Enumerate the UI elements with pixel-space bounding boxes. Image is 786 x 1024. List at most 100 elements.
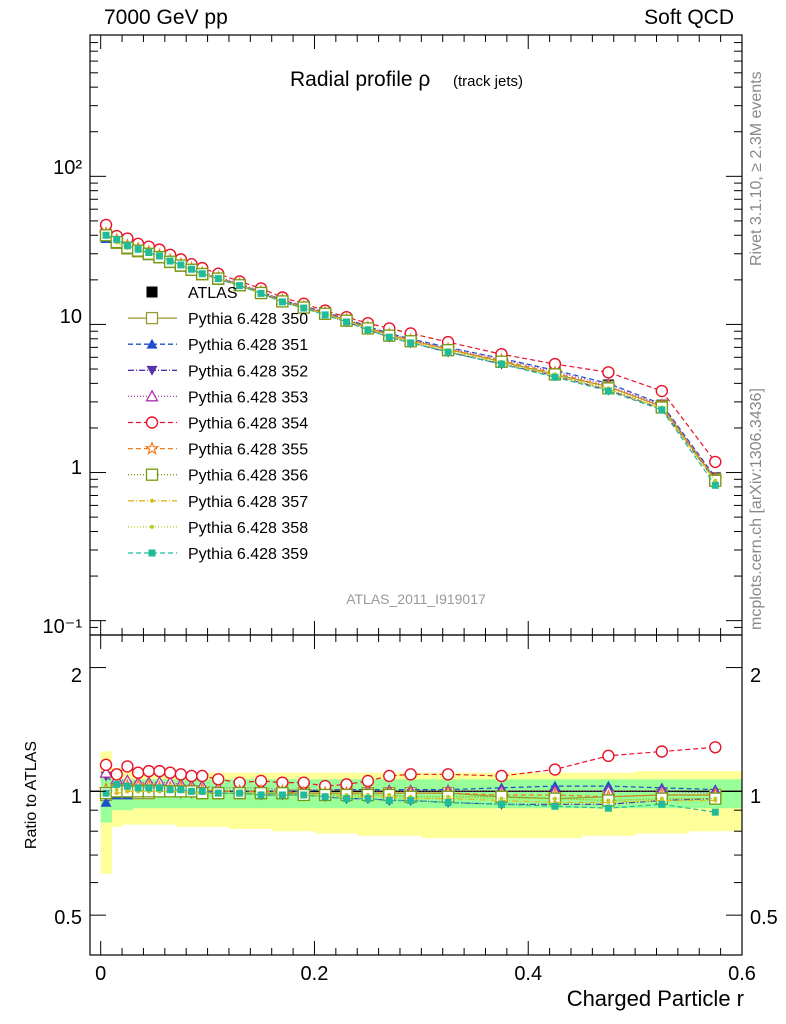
ratio-plot-frame <box>89 634 743 956</box>
ratio-point <box>446 794 451 799</box>
data-point <box>113 235 121 243</box>
ratio-point <box>658 800 666 808</box>
x-tick-label: 0.4 <box>514 963 542 985</box>
legend-label: Pythia 6.428 356 <box>188 468 308 485</box>
legend-item: ATLAS <box>146 285 238 302</box>
ratio-point <box>196 769 209 783</box>
ratio-uncertainty-bands <box>90 751 743 874</box>
ratio-point <box>185 769 198 783</box>
ratio-point <box>659 796 664 801</box>
data-point <box>385 333 393 341</box>
data-point <box>177 261 185 269</box>
ratio-point <box>99 765 113 778</box>
ratio-point <box>321 793 329 801</box>
main-plot-series <box>98 218 723 489</box>
data-point <box>709 455 722 469</box>
legend-label: Pythia 6.428 359 <box>188 546 308 563</box>
ratio-point <box>214 789 222 797</box>
series-10 <box>102 231 719 489</box>
ratio-point <box>552 796 557 801</box>
ratio-point <box>145 784 153 792</box>
ratio-point <box>383 769 396 783</box>
ratio-point <box>407 797 415 805</box>
ratio-point <box>123 782 131 790</box>
legend-marker <box>150 524 154 529</box>
data-point <box>214 275 222 283</box>
legend: ATLAS Pythia 6.428 350 Pythia 6.428 351 Pyt… <box>128 285 308 563</box>
ratio-point <box>99 758 113 772</box>
header-beam-label: 7000 GeV pp <box>104 6 228 29</box>
ratio-point <box>499 796 504 801</box>
data-point <box>711 481 719 489</box>
x-axis-label: Charged Particle r <box>567 986 744 1011</box>
ratio-point <box>606 798 611 803</box>
y-tick-label-ratio-right: 1 <box>750 786 761 808</box>
legend-label: Pythia 6.428 355 <box>188 442 308 459</box>
ratio-point <box>166 786 174 794</box>
legend-label: Pythia 6.428 351 <box>188 337 308 354</box>
axis-ticks <box>90 34 743 956</box>
ratio-point <box>498 800 506 808</box>
legend-label: Pythia 6.428 354 <box>188 416 308 433</box>
ratio-point <box>113 780 121 788</box>
ratio-point <box>174 768 188 781</box>
ratio-point <box>604 804 612 812</box>
ratio-point <box>404 768 417 781</box>
legend-marker <box>146 338 158 349</box>
ratio-series-4 <box>99 741 722 793</box>
analysis-label: ATLAS_2011_I919017 <box>346 591 486 607</box>
legend-label: Pythia 6.428 350 <box>188 311 308 328</box>
ratio-point <box>188 787 196 795</box>
ratio-point <box>343 795 351 803</box>
y-tick-label-main: 10 <box>60 306 82 328</box>
ratio-series-9 <box>102 780 719 816</box>
y-tick-label-ratio: 2 <box>71 665 82 687</box>
ratio-point <box>102 789 110 797</box>
ratio-point <box>198 787 206 795</box>
y-tick-label-main: 1 <box>71 457 82 479</box>
data-point <box>134 245 142 253</box>
ratio-line <box>105 785 716 798</box>
ratio-point <box>495 769 508 783</box>
ratio-point <box>155 784 163 792</box>
ratio-point <box>602 749 615 763</box>
main-subtitle: (track jets) <box>453 73 523 90</box>
data-point <box>198 270 206 278</box>
legend-item: Pythia 6.428 351 <box>128 337 308 354</box>
legend-marker <box>146 286 158 298</box>
ratio-line <box>105 783 716 813</box>
y-tick-label-ratio: 0.5 <box>54 907 82 929</box>
legend-item: Pythia 6.428 354 <box>128 416 308 433</box>
x-tick-label: 0 <box>95 963 106 985</box>
legend-item: Pythia 6.428 355 <box>128 440 308 459</box>
legend-label: Pythia 6.428 358 <box>188 520 308 537</box>
data-point <box>551 373 559 381</box>
ratio-point <box>236 789 244 797</box>
data-point <box>123 242 131 250</box>
data-point <box>602 366 615 379</box>
data-point <box>300 304 308 312</box>
legend-item: Pythia 6.428 357 <box>128 494 308 511</box>
data-point <box>257 289 265 297</box>
ratio-point <box>444 798 452 806</box>
ratio-plot-series <box>98 741 723 816</box>
legend-marker <box>145 389 159 402</box>
ratio-point <box>114 787 119 792</box>
legend-item: Pythia 6.428 353 <box>128 389 308 406</box>
y-tick-label-ratio-right: 0.5 <box>750 907 778 929</box>
header-process-label: Soft QCD <box>644 6 734 29</box>
ratio-point <box>361 774 375 788</box>
ratio-line <box>105 772 716 794</box>
y-tick-label-ratio-right: 2 <box>750 665 761 687</box>
data-point <box>236 282 244 290</box>
data-point <box>278 298 286 306</box>
data-point <box>155 252 163 260</box>
legend-label: Pythia 6.428 357 <box>188 494 308 511</box>
ratio-point <box>142 764 155 778</box>
ratio-point <box>134 784 142 792</box>
data-point <box>188 265 196 273</box>
legend-marker <box>144 440 160 455</box>
x-tick-label: 0.2 <box>301 963 329 985</box>
legend-item: Pythia 6.428 358 <box>128 520 308 537</box>
x-tick-label: 0.6 <box>728 963 756 985</box>
